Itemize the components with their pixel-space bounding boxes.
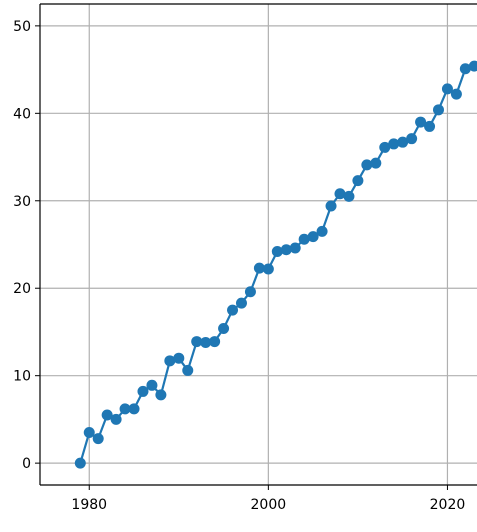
- data-point: [352, 175, 364, 187]
- data-point: [83, 427, 95, 439]
- data-point: [307, 231, 319, 243]
- x-tick-label: 2020: [430, 497, 466, 513]
- data-point: [128, 403, 140, 415]
- data-point: [200, 336, 212, 348]
- data-point: [432, 104, 444, 116]
- data-point: [370, 157, 382, 169]
- data-point: [253, 262, 265, 274]
- data-point: [343, 190, 355, 202]
- axes: [35, 3, 477, 490]
- data-point: [164, 355, 176, 367]
- data-point: [182, 364, 194, 376]
- data-point: [119, 403, 131, 415]
- data-point: [468, 60, 477, 72]
- tick-labels: 1980 2000 2020 0 10 20 30 40 50: [13, 19, 465, 513]
- data-point: [74, 457, 86, 469]
- data-point: [424, 120, 436, 132]
- data-point: [137, 385, 149, 397]
- data-point: [298, 233, 310, 245]
- data-point: [459, 63, 471, 75]
- data-point: [361, 159, 373, 171]
- data-point: [110, 413, 122, 425]
- data-point: [289, 242, 301, 254]
- data-point: [325, 200, 337, 212]
- data-point: [235, 297, 247, 309]
- data-point: [155, 389, 167, 401]
- y-tick-label: 0: [22, 456, 31, 472]
- data-point: [244, 286, 256, 298]
- y-tick-label: 40: [13, 106, 31, 122]
- y-tick-label: 50: [13, 19, 31, 35]
- y-tick-label: 20: [13, 281, 31, 297]
- data-point: [397, 136, 409, 148]
- data-point: [379, 141, 391, 153]
- data-point: [334, 188, 346, 200]
- y-tick-label: 30: [13, 194, 31, 210]
- plot-area: [74, 60, 477, 469]
- data-point: [101, 409, 113, 421]
- data-point: [316, 225, 328, 237]
- y-tick-label: 10: [13, 369, 31, 385]
- data-point: [271, 245, 283, 257]
- data-point: [191, 336, 203, 348]
- data-point: [406, 133, 418, 145]
- data-point: [280, 244, 292, 256]
- data-point: [450, 88, 462, 100]
- data-point: [173, 352, 185, 364]
- data-point: [262, 263, 274, 275]
- data-point: [415, 116, 427, 128]
- data-point: [146, 379, 158, 391]
- x-tick-label: 2000: [251, 497, 287, 513]
- x-tick-label: 1980: [71, 497, 107, 513]
- data-point: [92, 433, 104, 445]
- data-point: [441, 83, 453, 95]
- data-point: [388, 138, 400, 150]
- data-point: [218, 322, 230, 334]
- series-line: [79, 65, 475, 464]
- data-point: [227, 304, 239, 316]
- data-point: [209, 336, 221, 348]
